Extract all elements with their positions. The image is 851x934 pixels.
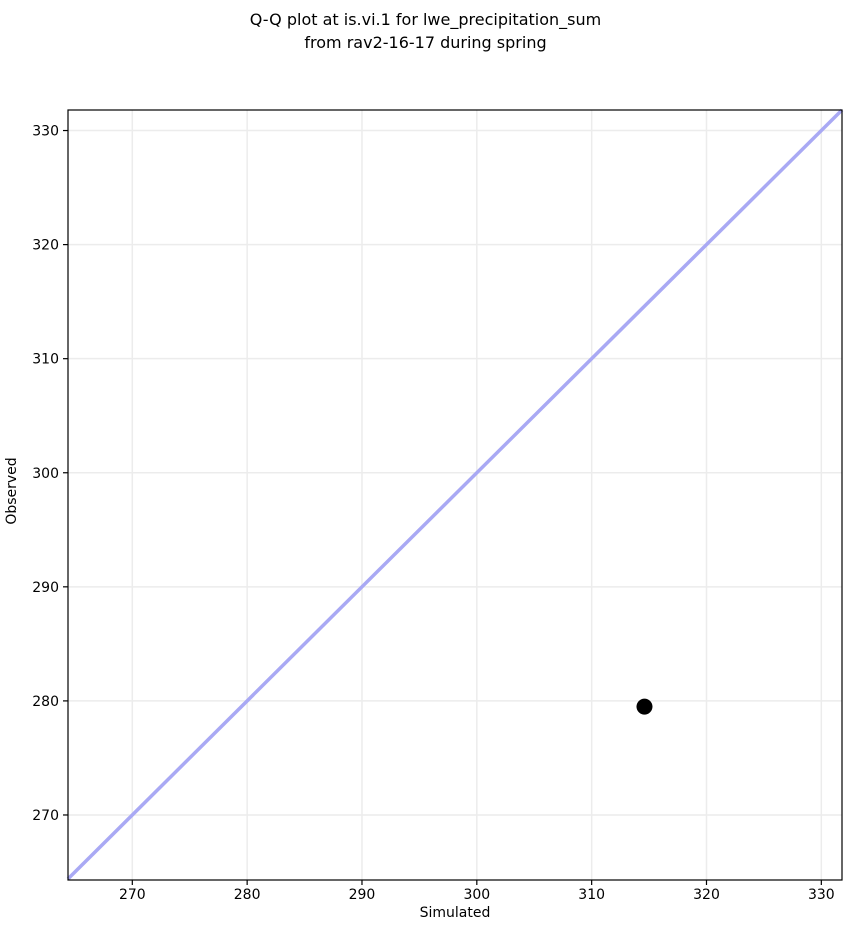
y-axis-label: Observed xyxy=(4,457,20,525)
x-tick-label: 320 xyxy=(693,887,720,903)
y-tick-label: 320 xyxy=(32,238,59,254)
x-tick-label: 310 xyxy=(578,887,605,903)
y-tick-label: 310 xyxy=(32,352,59,368)
identity-line xyxy=(66,108,844,881)
y-tick-label: 330 xyxy=(32,124,59,140)
x-tick-label: 300 xyxy=(463,887,490,903)
chart-title-line-1: Q-Q plot at is.vi.1 for lwe_precipitatio… xyxy=(249,10,602,29)
x-tick-label: 290 xyxy=(349,887,376,903)
y-tick-label: 270 xyxy=(32,808,59,824)
x-tick-label: 270 xyxy=(119,887,146,903)
x-axis-label: Simulated xyxy=(419,905,491,921)
axes-spines xyxy=(67,109,843,881)
y-tick-label: 290 xyxy=(32,580,59,596)
y-tick-label: 280 xyxy=(32,694,59,710)
chart-title-line-2: from rav2-16-17 during spring xyxy=(304,33,547,52)
x-tick-label: 280 xyxy=(234,887,261,903)
data-point xyxy=(636,698,653,715)
x-tick-label: 330 xyxy=(808,887,835,903)
y-tick-label: 300 xyxy=(32,466,59,482)
chart-title: Q-Q plot at is.vi.1 for lwe_precipitatio… xyxy=(0,8,851,54)
